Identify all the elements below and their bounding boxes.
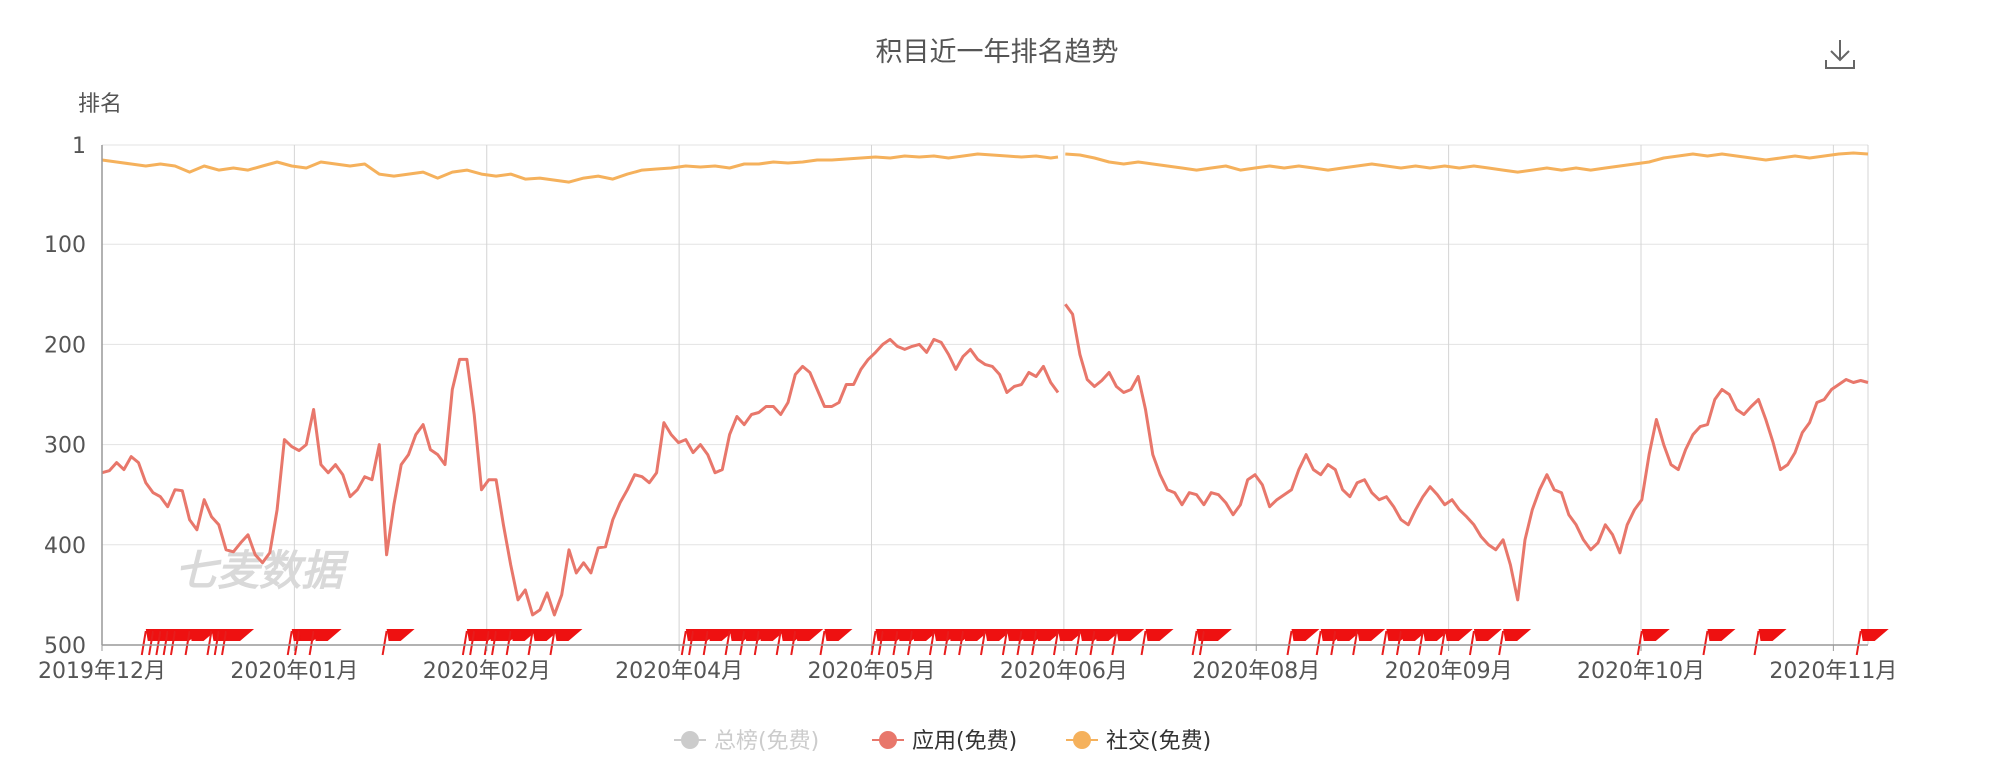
flag-marker-icon[interactable] <box>1198 629 1232 656</box>
flag-marker-icon[interactable] <box>1286 629 1320 656</box>
flag-marker-icon[interactable] <box>221 629 255 656</box>
flag-marker-icon[interactable] <box>1352 629 1386 656</box>
flag-marker-icon[interactable] <box>1111 629 1145 656</box>
x-tick-label: 2020年10月 <box>1577 659 1705 684</box>
x-tick-label: 2020年01月 <box>230 659 358 684</box>
x-tick-label: 2020年04月 <box>615 659 743 684</box>
y-tick-label: 400 <box>44 534 86 559</box>
x-tick-label: 2020年05月 <box>808 659 936 684</box>
legend-label: 应用(免费) <box>912 729 1017 754</box>
series-line-社交(免费) <box>101 151 1869 184</box>
flag-marker-icon[interactable] <box>819 629 853 656</box>
legend-item-应用(免费)[interactable]: 应用(免费) <box>872 729 1017 754</box>
flag-marker-icon[interactable] <box>1498 629 1532 656</box>
legend-item-总榜(免费)[interactable]: 总榜(免费) <box>674 729 819 754</box>
flag-marker-icon[interactable] <box>1468 629 1502 656</box>
y-tick-label: 200 <box>44 333 86 358</box>
x-tick-label: 2020年11月 <box>1769 659 1897 684</box>
legend-label: 总榜(免费) <box>714 729 819 754</box>
flag-marker-icon[interactable] <box>381 629 415 656</box>
y-tick-label: 100 <box>44 233 86 258</box>
flag-markers <box>140 629 1889 656</box>
flag-marker-icon[interactable] <box>308 629 342 656</box>
x-tick-label: 2020年02月 <box>423 659 551 684</box>
flag-marker-icon[interactable] <box>549 629 583 656</box>
flag-marker-icon[interactable] <box>790 629 824 656</box>
flag-marker-icon[interactable] <box>1140 629 1174 656</box>
download-icon[interactable] <box>1820 34 1860 74</box>
legend-label: 社交(免费) <box>1106 729 1211 754</box>
flag-marker-icon[interactable] <box>1702 629 1736 656</box>
y-tick-label: 300 <box>44 434 86 459</box>
x-tick-label: 2020年08月 <box>1192 659 1320 684</box>
x-tick-label: 2019年12月 <box>38 659 166 684</box>
flag-marker-icon[interactable] <box>1439 629 1473 656</box>
series-line-应用(免费) <box>101 303 1869 617</box>
flag-marker-icon[interactable] <box>1636 629 1670 656</box>
chart-title: 积目近一年排名趋势 <box>875 37 1119 68</box>
x-tick-label: 2020年09月 <box>1385 659 1513 684</box>
flag-marker-icon[interactable] <box>1753 629 1787 656</box>
y-axis-title: 排名 <box>78 92 122 117</box>
y-tick-label: 1 <box>72 134 86 159</box>
watermark: 七麦数据 <box>175 546 349 595</box>
series-layer <box>101 151 1869 617</box>
x-tick-label: 2020年06月 <box>1000 659 1128 684</box>
legend-item-社交(免费)[interactable]: 社交(免费) <box>1066 729 1211 754</box>
grid-lines <box>101 144 1869 646</box>
flag-marker-icon[interactable] <box>1855 629 1889 656</box>
y-tick-label: 500 <box>44 634 86 659</box>
legend: 总榜(免费) 应用(免费) 社交(免费) <box>674 729 1211 754</box>
